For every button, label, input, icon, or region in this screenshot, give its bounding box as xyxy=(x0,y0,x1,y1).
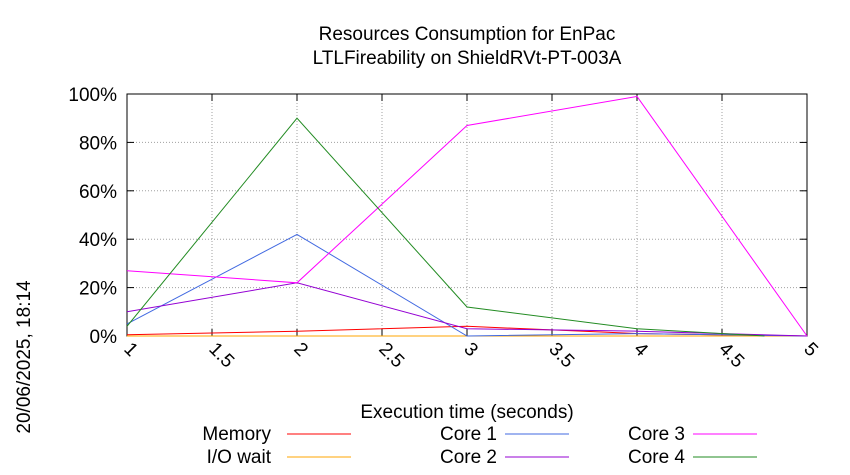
legend-label: I/O wait xyxy=(207,447,272,468)
x-tick-label: 2 xyxy=(289,339,311,361)
legend-item: Memory xyxy=(202,424,351,445)
x-tick-label: 3 xyxy=(459,339,481,361)
y-tick-label: 40% xyxy=(79,230,117,251)
legend-item: Core 3 xyxy=(628,424,757,445)
x-axis-label: Execution time (seconds) xyxy=(360,402,573,423)
legend-item: I/O wait xyxy=(207,447,351,468)
y-tick-labels: 0% 20% 40% 60% 80% 100% xyxy=(68,85,117,348)
y-tick-label: 60% xyxy=(79,182,117,203)
legend-item: Core 4 xyxy=(628,447,757,468)
legend-label: Core 4 xyxy=(628,447,685,468)
timestamp-label: 20/06/2025, 18:14 xyxy=(14,280,35,434)
legend-label: Core 3 xyxy=(628,424,685,445)
series-line-core-1 xyxy=(126,233,808,337)
x-tick-label: 5 xyxy=(799,339,821,361)
x-tick-label: 1.5 xyxy=(204,339,238,373)
series-line-core-2 xyxy=(126,282,808,337)
series-line-core-3 xyxy=(126,95,808,337)
chart-subtitle: LTLFireability on ShieldRVt-PT-003A xyxy=(313,48,622,69)
grid xyxy=(127,93,807,336)
x-tick-labels: 1 1.5 2 2.5 3 3.5 4 4.5 5 xyxy=(119,339,821,373)
x-tick-label: 2.5 xyxy=(374,339,408,373)
y-tick-label: 80% xyxy=(79,133,117,154)
legend-label: Memory xyxy=(202,424,271,445)
legend-item: Core 2 xyxy=(440,447,569,468)
legend-label: Core 1 xyxy=(440,424,497,445)
x-tick-label: 3.5 xyxy=(544,339,578,373)
x-tick-label: 4 xyxy=(629,339,652,362)
legend-item: Core 1 xyxy=(440,424,569,445)
series-lines xyxy=(126,95,808,337)
x-tick-label: 1 xyxy=(119,339,141,361)
y-tick-label: 100% xyxy=(68,85,117,106)
x-tick-label: 4.5 xyxy=(714,339,748,373)
chart-title: Resources Consumption for EnPac xyxy=(319,24,616,45)
legend-label: Core 2 xyxy=(440,447,497,468)
y-tick-label: 0% xyxy=(90,327,118,348)
y-tick-label: 20% xyxy=(79,279,117,300)
series-line-core-4 xyxy=(126,117,765,337)
